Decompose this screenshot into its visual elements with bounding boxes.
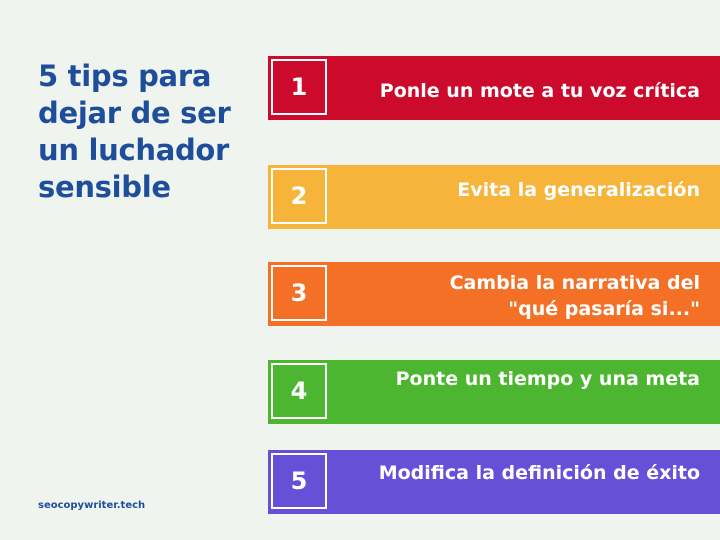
title-line: un luchador xyxy=(38,133,230,167)
tip-bar-1: 1 Ponle un mote a tu voz crítica xyxy=(268,56,720,120)
tip-text: Ponte un tiempo y una meta xyxy=(396,366,700,392)
tip-number: 2 xyxy=(271,168,327,224)
tip-bar-5: 5 Modifica la definición de éxito xyxy=(268,450,720,514)
tip-number: 5 xyxy=(271,453,327,509)
title-line: sensible xyxy=(38,170,171,204)
tip-number: 3 xyxy=(271,265,327,321)
tip-bar-4: 4 Ponte un tiempo y una meta xyxy=(268,360,720,424)
tip-text-line: Modifica la definición de éxito xyxy=(378,462,700,484)
title-line: dejar de ser xyxy=(38,96,231,130)
tip-text: Modifica la definición de éxito xyxy=(379,460,700,486)
tip-text: Cambia la narrativa del "qué pasaría si.… xyxy=(450,270,700,322)
tip-number: 4 xyxy=(271,363,327,419)
title-line: 5 tips para xyxy=(38,59,212,93)
site-credit: seocopywriter.tech xyxy=(38,500,146,511)
tip-text-line: Ponte un tiempo y una meta xyxy=(395,368,700,390)
tip-text-line: Evita la generalización xyxy=(457,179,700,201)
tip-text-line: Cambia la narrativa del xyxy=(449,272,700,294)
tip-text-line: "qué pasaría si..." xyxy=(508,298,700,320)
tip-bar-3: 3 Cambia la narrativa del "qué pasaría s… xyxy=(268,262,720,326)
tip-number: 1 xyxy=(271,59,327,115)
page-title: 5 tips para dejar de ser un luchador sen… xyxy=(38,58,278,206)
tip-bar-2: 2 Evita la generalización xyxy=(268,165,720,229)
tip-text: Evita la generalización xyxy=(457,177,700,203)
tip-text: Ponle un mote a tu voz crítica xyxy=(380,78,700,104)
tip-text-line: Ponle un mote a tu voz crítica xyxy=(379,80,700,102)
